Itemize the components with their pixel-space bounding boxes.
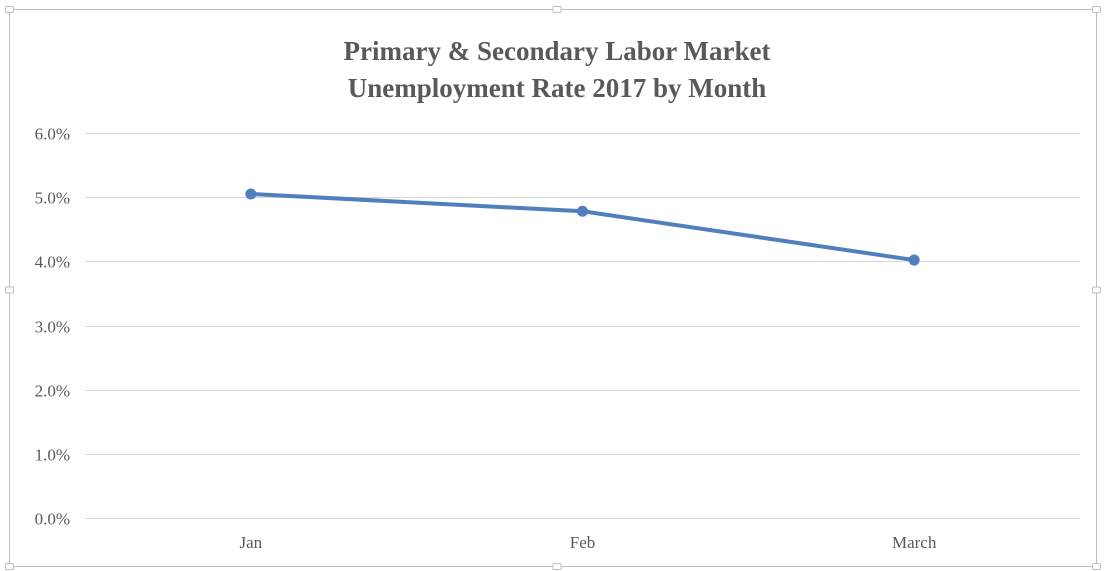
chart-title-line-1: Primary & Secondary Labor Market (344, 36, 771, 66)
y-tick-label: 3.0% (35, 318, 70, 337)
x-tick-label: Feb (570, 533, 596, 552)
selection-handles (5, 6, 1101, 570)
resize-handle[interactable] (1092, 286, 1101, 294)
resize-handle[interactable] (552, 6, 562, 13)
series-line (248, 191, 917, 263)
x-tick-label: March (892, 533, 937, 552)
y-tick-label: 5.0% (35, 189, 70, 208)
x-tick-label: Jan (239, 533, 262, 552)
series-layer (245, 188, 920, 266)
resize-handle[interactable] (1092, 563, 1101, 570)
y-tick-label: 4.0% (35, 253, 70, 272)
gridlines (85, 133, 1080, 519)
data-point (577, 205, 588, 217)
x-axis-tick-labels: Jan Feb March (239, 533, 936, 552)
resize-handle[interactable] (5, 6, 14, 13)
y-tick-label: 1.0% (35, 446, 70, 465)
resize-handle[interactable] (1092, 6, 1101, 13)
data-point (245, 188, 257, 200)
data-point (908, 254, 920, 266)
resize-handle[interactable] (552, 563, 562, 570)
y-axis-tick-labels: 0.0% 1.0% 2.0% 3.0% 4.0% 5.0% 6.0% (35, 125, 70, 529)
y-tick-label: 2.0% (35, 382, 70, 401)
y-tick-label: 0.0% (35, 510, 70, 529)
resize-handle[interactable] (5, 563, 14, 570)
y-tick-label: 6.0% (35, 125, 70, 144)
chart-title-line-2: Unemployment Rate 2017 by Month (348, 73, 767, 103)
resize-handle[interactable] (5, 286, 14, 294)
